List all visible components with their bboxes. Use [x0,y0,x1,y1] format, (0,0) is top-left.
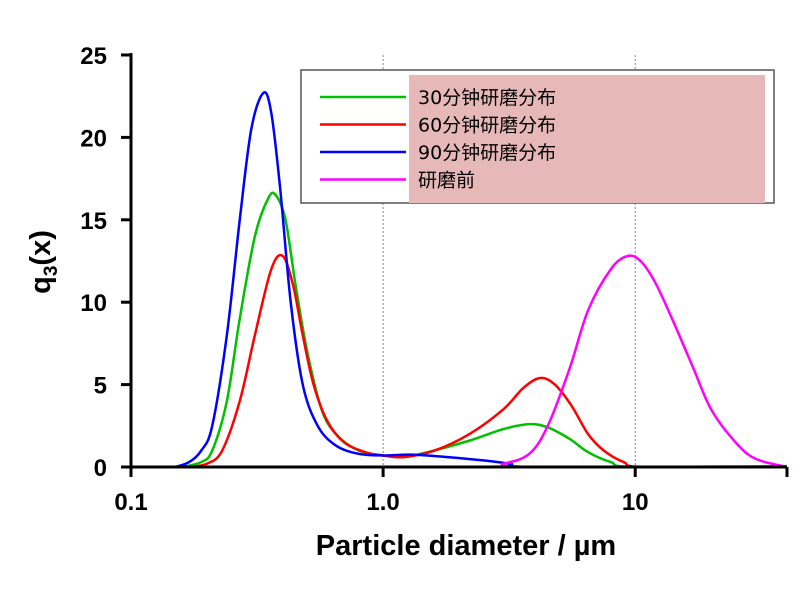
y-tick-label: 20 [80,125,107,152]
series-line-2 [174,91,787,469]
axes [121,53,789,477]
y-axis-label: q3(x) [25,230,62,294]
x-tick-label: 1.0 [366,489,399,516]
x-axis-label: Particle diameter / µm [316,530,616,562]
tick-labels: 0 5 10 15 20 25 0.1 1.0 10 [80,43,648,516]
legend-label: 30分钟研磨分布 [418,87,556,109]
legend-label: 研磨前 [418,170,475,192]
series-line-3 [175,254,788,469]
y-tick-label: 5 [94,373,107,400]
series-line-0 [182,191,788,469]
y-tick-label: 10 [80,290,107,317]
legend-highlight [409,75,765,203]
series-lines [174,91,788,469]
y-tick-label: 0 [94,455,107,482]
x-tick-label: 10 [622,489,649,516]
legend-label: 90分钟研磨分布 [418,142,556,164]
x-tick-label: 0.1 [114,489,147,516]
y-tick-label: 25 [80,43,107,70]
legend-label: 60分钟研磨分布 [418,115,556,137]
y-tick-label: 15 [80,208,107,235]
